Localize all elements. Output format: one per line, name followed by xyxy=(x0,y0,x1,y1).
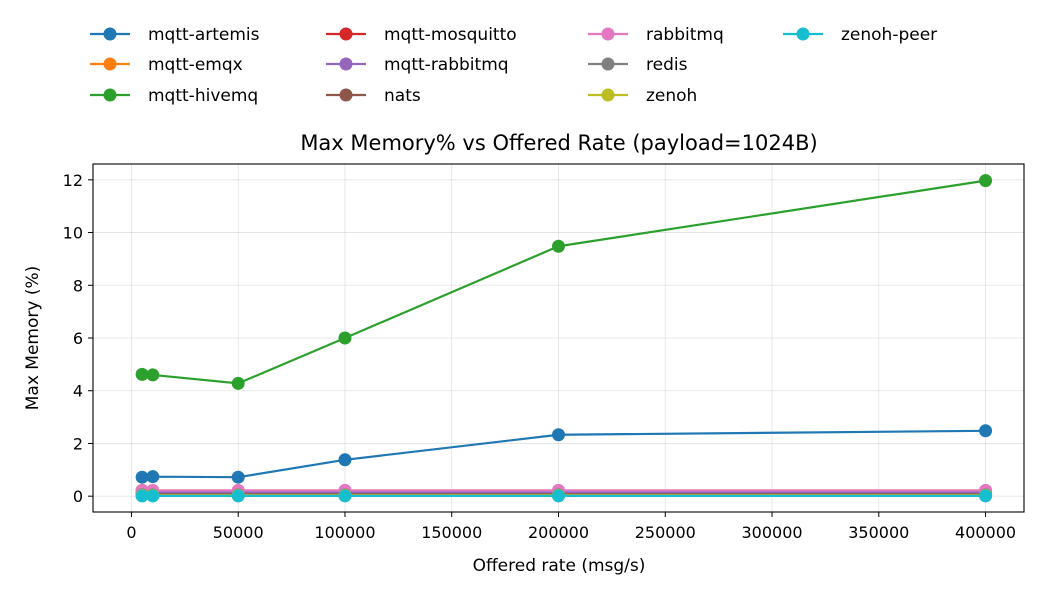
data-point xyxy=(338,453,352,467)
x-axis-label: Offered rate (msg/s) xyxy=(473,556,646,576)
data-point xyxy=(231,470,245,484)
data-point xyxy=(979,489,993,503)
legend-label: redis xyxy=(646,55,688,75)
chart-title: Max Memory% vs Offered Rate (payload=102… xyxy=(300,131,817,155)
legend-label: mqtt-emqx xyxy=(148,55,243,75)
y-tick-label: 12 xyxy=(63,171,83,190)
legend-item: redis xyxy=(588,55,688,75)
data-point xyxy=(146,368,160,382)
legend-label: mqtt-artemis xyxy=(148,25,260,45)
data-point xyxy=(552,239,565,253)
legend-marker xyxy=(103,88,117,102)
x-axis-ticks: 0 50000 100000 150000 200000 250000 300000 3500… xyxy=(126,512,1016,542)
legend-label: mqtt-hivemq xyxy=(148,86,258,106)
legend-item: mqtt-mosquitto xyxy=(326,25,517,45)
legend-item: mqtt-emqx xyxy=(90,55,243,75)
y-tick-label: 10 xyxy=(63,224,83,243)
legend-marker xyxy=(339,27,353,41)
series-zenoh-peer xyxy=(135,489,993,503)
y-axis-ticks: 0 2 4 6 8 10 12 xyxy=(63,171,93,506)
y-tick-label: 2 xyxy=(73,434,83,453)
x-tick-label: 100000 xyxy=(314,523,375,542)
series-mqtt-artemis xyxy=(135,424,993,484)
legend-marker xyxy=(601,57,615,71)
legend-label: zenoh xyxy=(646,86,697,106)
legend-marker xyxy=(339,88,353,102)
x-tick-label: 300000 xyxy=(741,523,802,542)
y-tick-label: 8 xyxy=(73,276,83,295)
x-tick-label: 50000 xyxy=(213,523,264,542)
legend-marker xyxy=(796,27,810,41)
legend-marker xyxy=(103,57,117,71)
series-layer xyxy=(135,174,993,503)
legend-item: rabbitmq xyxy=(588,25,724,45)
data-point xyxy=(338,489,352,503)
legend-marker xyxy=(601,27,615,41)
legend-marker xyxy=(103,27,117,41)
legend-label: mqtt-mosquitto xyxy=(384,25,517,45)
grid xyxy=(93,164,1024,512)
legend-item: mqtt-rabbitmq xyxy=(326,55,509,75)
x-tick-label: 350000 xyxy=(848,523,909,542)
data-point xyxy=(979,174,993,188)
legend-item: zenoh-peer xyxy=(783,25,937,45)
legend-item: mqtt-artemis xyxy=(90,25,260,45)
legend-label: zenoh-peer xyxy=(841,25,937,45)
data-point xyxy=(338,331,352,345)
y-tick-label: 0 xyxy=(73,487,83,506)
data-point xyxy=(146,470,160,484)
data-point xyxy=(135,367,149,381)
data-point xyxy=(135,470,149,484)
y-axis-label: Max Memory (%) xyxy=(23,266,43,411)
legend-marker xyxy=(601,88,615,102)
legend-item: zenoh xyxy=(588,86,697,106)
legend-label: mqtt-rabbitmq xyxy=(384,55,509,75)
legend-label: rabbitmq xyxy=(646,25,724,45)
x-tick-label: 250000 xyxy=(635,523,696,542)
series-line xyxy=(142,179,986,385)
data-point xyxy=(231,376,245,390)
x-tick-label: 0 xyxy=(126,523,136,542)
y-tick-label: 4 xyxy=(73,382,83,401)
x-tick-label: 200000 xyxy=(528,523,589,542)
data-point xyxy=(552,428,565,442)
data-point xyxy=(146,489,160,503)
x-tick-label: 150000 xyxy=(421,523,482,542)
legend-item: nats xyxy=(326,86,421,106)
legend: mqtt-artemis mqtt-emqx mqtt-hivemq mqtt-mos… xyxy=(90,25,937,106)
legend-label: nats xyxy=(384,86,421,106)
data-point xyxy=(552,489,565,503)
x-tick-label: 400000 xyxy=(955,523,1016,542)
legend-marker xyxy=(339,57,353,71)
y-tick-label: 6 xyxy=(73,329,83,348)
series-mqtt-hivemq xyxy=(135,174,993,390)
legend-item: mqtt-hivemq xyxy=(90,86,258,106)
data-point xyxy=(231,489,245,503)
data-point xyxy=(979,424,993,438)
data-point xyxy=(135,489,149,503)
